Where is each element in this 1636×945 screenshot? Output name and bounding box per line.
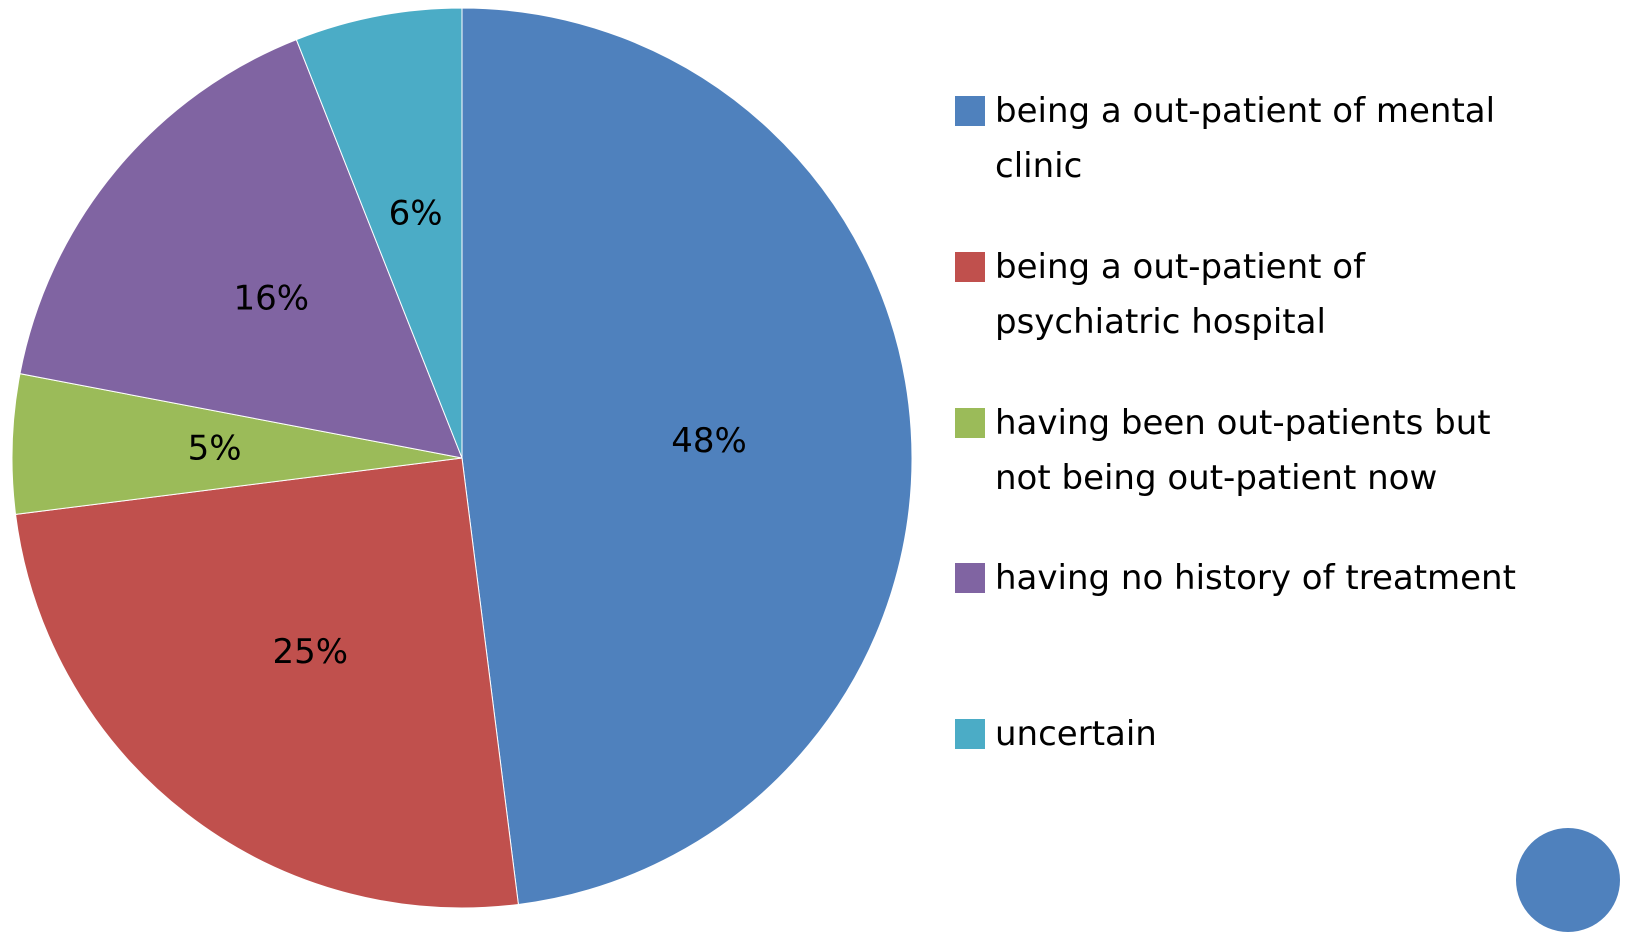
data-label: 16%: [234, 279, 310, 319]
legend-item: having no history of treatment: [955, 551, 1555, 606]
data-label: 25%: [273, 632, 349, 672]
legend-swatch: [955, 563, 985, 593]
legend-label: uncertain: [995, 714, 1157, 754]
slide-badge: [1516, 828, 1620, 932]
legend-swatch: [955, 96, 985, 126]
pie-slice: [461, 7, 913, 906]
legend-item: uncertain: [955, 707, 1555, 762]
legend-swatch: [955, 719, 985, 749]
pie-slice: [14, 457, 519, 909]
legend-label: having no history of treatment: [995, 558, 1516, 598]
data-label: 48%: [671, 421, 747, 461]
pie-slice: [295, 7, 463, 459]
legend-label: being a out-patient of psychiatric hospi…: [995, 247, 1366, 342]
data-label: 5%: [188, 429, 242, 469]
legend-item: being a out-patient of mental clinic: [955, 84, 1555, 194]
data-label: 6%: [389, 193, 443, 233]
legend-label: being a out-patient of mental clinic: [995, 91, 1496, 186]
legend-swatch: [955, 408, 985, 438]
legend-item: having been out-patients but not being o…: [955, 396, 1555, 506]
legend-label: having been out-patients but not being o…: [995, 403, 1491, 498]
legend-item: being a out-patient of psychiatric hospi…: [955, 240, 1555, 350]
pie-slice: [19, 38, 463, 459]
legend-swatch: [955, 252, 985, 282]
